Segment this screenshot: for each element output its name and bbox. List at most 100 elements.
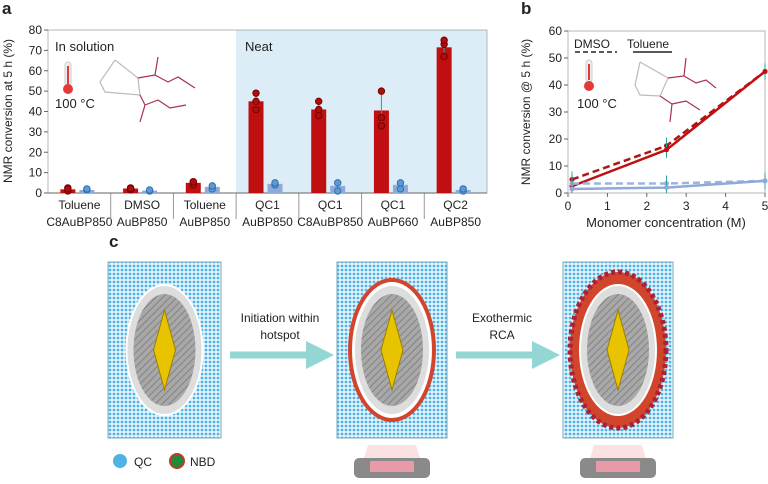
temperature-label-b: 100 °C (577, 96, 617, 111)
laser-device-window (370, 461, 414, 472)
y-tick-label-b: 10 (549, 159, 563, 173)
y-tick-label-a: 10 (29, 166, 43, 180)
hotspot-diamond (380, 308, 404, 392)
category-label-line2: C8AuBP850 (297, 215, 363, 229)
data-point (396, 179, 405, 187)
data-point (145, 186, 154, 194)
panel-c-diagram: Initiation within hotspot Exothermic RCA… (107, 261, 674, 478)
data-point (377, 122, 386, 130)
category-label-line1: QC1 (381, 198, 406, 212)
y-tick-label-a: 60 (29, 64, 43, 78)
x-tick-label-b: 1 (604, 199, 611, 213)
category-label-line1: Toluene (184, 198, 226, 212)
y-axis-label-b: NMR conversion @ 5 h (%) (519, 39, 533, 185)
data-point (664, 185, 669, 191)
bar-red (373, 110, 389, 193)
panel-label-c: c (109, 232, 118, 251)
data-point (762, 69, 768, 74)
category-label-line2: AuBP850 (242, 215, 293, 229)
category-label-line2: AuBP850 (179, 215, 230, 229)
series-line-toluene (571, 70, 766, 188)
molecule-structure-icon (99, 56, 196, 123)
data-point (208, 182, 216, 190)
y-tick-label-b: 60 (549, 24, 563, 38)
legend-toluene: Toluene (627, 37, 669, 51)
bar-red (311, 109, 327, 193)
data-point (440, 52, 448, 61)
data-point (315, 105, 323, 114)
data-point (396, 185, 405, 193)
y-tick-label-a: 20 (29, 145, 43, 159)
data-point (271, 179, 279, 187)
step1-line2: hotspot (260, 328, 300, 342)
x-tick-label-b: 3 (683, 199, 690, 213)
data-point (334, 187, 342, 195)
x-tick-label-b: 0 (565, 199, 572, 213)
y-tick-label-a: 80 (29, 23, 43, 37)
y-tick-label-a: 70 (29, 43, 43, 57)
data-point (440, 36, 448, 44)
category-label-line2: AuBP660 (368, 215, 419, 229)
data-point (252, 89, 260, 97)
legend-dmso: DMSO (574, 37, 610, 51)
category-label-line2: C8AuBP850 (46, 215, 112, 229)
data-point (459, 185, 467, 193)
panel-label-b: b (521, 0, 531, 18)
data-point (252, 105, 260, 114)
y-tick-label-b: 20 (549, 132, 563, 146)
step2-line1: Exothermic (472, 311, 532, 325)
bar-red (436, 47, 452, 193)
category-label-line1: QC2 (443, 198, 468, 212)
y-tick-label-b: 30 (549, 105, 563, 119)
data-point (126, 184, 135, 193)
legend-qc: QC (134, 455, 152, 469)
data-point (664, 147, 669, 153)
region-label-in-solution: In solution (55, 39, 114, 54)
data-point (377, 113, 386, 122)
x-axis-label-b: Monomer concentration (M) (586, 215, 746, 230)
hotspot-diamond (606, 308, 630, 392)
hotspot-diamond (152, 308, 177, 392)
y-tick-label-b: 0 (555, 186, 562, 200)
region-label-neat: Neat (245, 39, 273, 54)
bar-red (248, 101, 264, 193)
data-point (252, 97, 260, 106)
molecule-structure-icon (634, 57, 717, 123)
y-axis-label-a: NMR conversion at 5 h (%) (1, 39, 15, 183)
temperature-label: 100 °C (55, 96, 95, 111)
data-point (315, 97, 323, 106)
y-tick-label-a: 50 (29, 84, 43, 98)
data-point (762, 178, 768, 184)
series-line-dmso (571, 70, 766, 181)
x-tick-label-b: 2 (643, 199, 650, 213)
thermometer-icon (63, 61, 73, 94)
thermometer-icon (584, 59, 594, 91)
plot-frame-b (567, 30, 766, 194)
category-label-line1: QC1 (255, 198, 280, 212)
legend-nbd-icon (169, 453, 185, 469)
x-tick-label-b: 4 (722, 199, 729, 213)
legend-nbd: NBD (190, 455, 216, 469)
category-label-line2: AuBP850 (117, 215, 168, 229)
data-point (334, 179, 342, 187)
panel-a-bar-chart: In solution Neat 100 °C 0 10 20 30 40 50 60 70 8… (1, 23, 488, 229)
y-tick-label-a: 40 (29, 105, 43, 119)
step1-line1: Initiation within (241, 311, 320, 325)
category-label-line1: QC1 (318, 198, 343, 212)
data-point (83, 185, 91, 193)
y-tick-label-b: 50 (549, 51, 563, 65)
category-label-line1: Toluene (58, 198, 100, 212)
step2-line2: RCA (489, 328, 514, 342)
laser-device-window (596, 461, 640, 472)
data-point (64, 185, 72, 193)
category-label-line2: AuBP850 (430, 215, 481, 229)
panel-label-a: a (2, 0, 12, 18)
data-point (377, 87, 386, 95)
legend-qc-icon (113, 454, 127, 468)
x-tick-label-b: 5 (762, 199, 768, 213)
data-point (189, 178, 197, 186)
y-tick-label-a: 0 (35, 186, 42, 200)
data-point (315, 111, 323, 120)
category-label-line1: DMSO (124, 198, 160, 212)
